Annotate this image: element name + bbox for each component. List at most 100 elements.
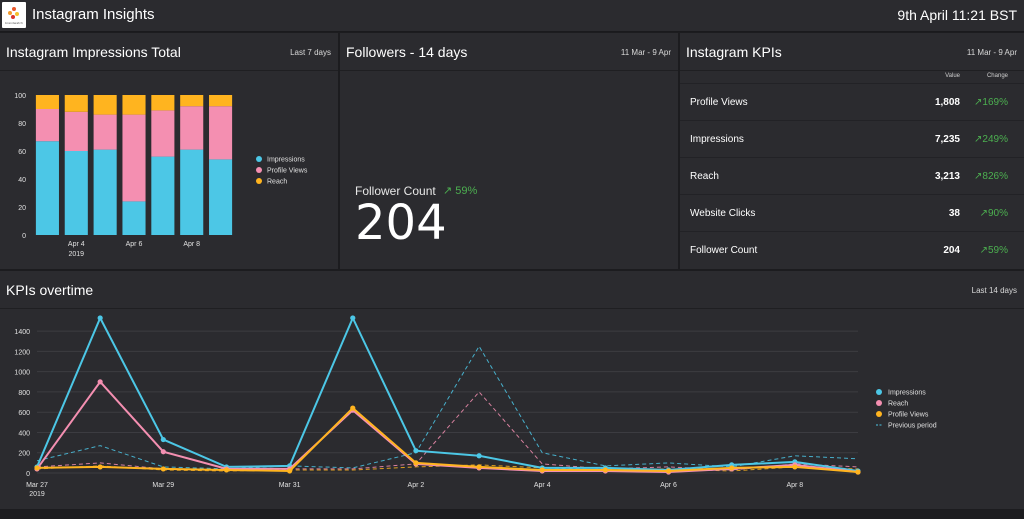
divider xyxy=(0,70,338,71)
kpi-name: Profile Views xyxy=(690,97,748,108)
y-tick-label: 0 xyxy=(22,233,26,240)
bar-segment xyxy=(180,95,204,107)
kpi-row: Website Clicks 38 ↗90% xyxy=(680,194,1024,232)
x-tick-label: Apr 4 xyxy=(534,482,551,489)
kpi-change: ↗59% xyxy=(980,245,1008,256)
data-point xyxy=(855,469,861,475)
legend-label: Impressions xyxy=(888,390,926,397)
trend-up-icon: ↗ xyxy=(974,134,983,145)
trend-up-icon: ↗ xyxy=(979,208,988,219)
bar-segment xyxy=(122,114,146,202)
kpis-overtime-panel: KPIs overtime Last 14 days 0 200 400 600 800… xyxy=(0,271,1024,509)
x-tick-sublabel: 2019 xyxy=(29,491,45,498)
data-point xyxy=(729,465,735,471)
legend-label: Profile Views xyxy=(267,168,308,175)
kpi-name: Reach xyxy=(690,171,719,182)
kpi-header-value: Value xyxy=(945,73,960,79)
app-title: Instagram Insights xyxy=(32,6,155,23)
trend-up-icon: ↗ xyxy=(974,97,983,108)
panel-range: Last 7 days xyxy=(290,48,331,57)
x-tick-label: Mar 29 xyxy=(152,482,174,489)
bar-segment xyxy=(93,114,117,150)
bar-segment xyxy=(35,109,59,142)
series-line xyxy=(36,406,859,473)
bar-segment xyxy=(209,106,233,160)
data-point xyxy=(97,315,103,321)
trend-up-icon: ↗ xyxy=(979,245,988,256)
kpi-row: Reach 3,213 ↗826% xyxy=(680,157,1024,195)
data-point xyxy=(602,467,608,473)
panel-title: KPIs overtime xyxy=(6,282,94,298)
bar-segment xyxy=(122,201,146,235)
brandwatch-logo: brandwatch xyxy=(2,2,26,28)
bar-segment xyxy=(35,141,59,235)
legend-marker xyxy=(256,156,262,162)
panel-range: Last 14 days xyxy=(971,286,1017,295)
bar-segment xyxy=(209,95,233,107)
kpi-value: 38 xyxy=(948,208,960,219)
data-point xyxy=(665,468,672,474)
data-point xyxy=(476,453,482,459)
bar-segment xyxy=(64,95,88,112)
impressions-stacked-bar-chart: 0 20 40 60 80 100 Apr 4 2019 Apr 6 Apr 8 Impressio… xyxy=(14,93,308,258)
bar-segment xyxy=(180,149,204,235)
y-tick-label: 60 xyxy=(18,149,26,156)
y-tick-label: 1400 xyxy=(14,329,30,336)
kpi-change: ↗90% xyxy=(980,208,1008,219)
kpi-value: 1,808 xyxy=(934,97,960,108)
legend-label: Profile Views xyxy=(888,412,929,419)
datetime: 9th April 11:21 BST xyxy=(897,7,1017,23)
x-tick-label: Apr 4 xyxy=(68,241,85,248)
panel-range: 11 Mar - 9 Apr xyxy=(966,48,1017,57)
y-tick-label: 80 xyxy=(18,121,26,128)
data-point xyxy=(287,468,293,474)
kpi-name: Website Clicks xyxy=(690,208,756,219)
legend-label: Reach xyxy=(267,179,287,186)
top-bar: brandwatch Instagram Insights 9th April … xyxy=(0,0,1024,32)
y-tick-label: 0 xyxy=(26,471,30,478)
bar-segment xyxy=(151,110,175,157)
y-tick-label: 1200 xyxy=(14,349,30,356)
data-point xyxy=(539,467,545,473)
divider xyxy=(0,308,1024,309)
legend-label: Reach xyxy=(888,401,908,408)
series-line xyxy=(36,315,859,472)
legend-marker xyxy=(876,400,882,406)
logo-text: brandwatch xyxy=(5,21,23,25)
follower-change-value: 59% xyxy=(455,185,478,197)
panel-title: Followers - 14 days xyxy=(346,44,468,60)
data-point xyxy=(34,465,40,471)
kpi-change: ↗249% xyxy=(974,134,1008,145)
divider xyxy=(680,70,1024,71)
kpi-name: Impressions xyxy=(690,134,744,145)
legend-label: Previous period xyxy=(888,423,937,430)
data-point xyxy=(160,466,166,472)
kpi-change-value: 169% xyxy=(982,97,1008,108)
kpi-panel: Instagram KPIs 11 Mar - 9 Apr Value Chan… xyxy=(680,33,1024,269)
legend-marker xyxy=(256,178,262,184)
x-tick-sublabel: 2019 xyxy=(68,251,84,258)
y-tick-label: 600 xyxy=(18,410,30,417)
bar-segment xyxy=(93,149,117,235)
bar-segment xyxy=(151,156,175,235)
bar-segment xyxy=(122,95,146,115)
kpi-value: 3,213 xyxy=(934,171,960,182)
divider xyxy=(340,70,678,71)
data-point xyxy=(792,464,798,470)
follower-count-label: Follower Count xyxy=(355,184,436,198)
x-tick-label: Apr 6 xyxy=(660,482,677,489)
kpi-change-value: 249% xyxy=(982,134,1008,145)
legend-marker xyxy=(876,389,882,395)
data-point xyxy=(476,464,482,470)
kpi-change-value: 59% xyxy=(987,245,1008,256)
kpis-overtime-line-chart: 0 200 400 600 800 1000 1200 1400 Mar 27 2019 Mar 2… xyxy=(14,315,937,498)
follower-count-change: ↗ 59% xyxy=(443,184,477,197)
data-point xyxy=(350,405,356,411)
panel-title: Instagram Impressions Total xyxy=(6,44,181,60)
x-tick-label: Apr 8 xyxy=(786,482,803,489)
kpi-change-value: 826% xyxy=(982,171,1008,182)
previous-period-line xyxy=(36,345,859,470)
data-point xyxy=(223,467,230,473)
y-tick-label: 200 xyxy=(18,451,30,458)
bar-segment xyxy=(64,151,88,235)
